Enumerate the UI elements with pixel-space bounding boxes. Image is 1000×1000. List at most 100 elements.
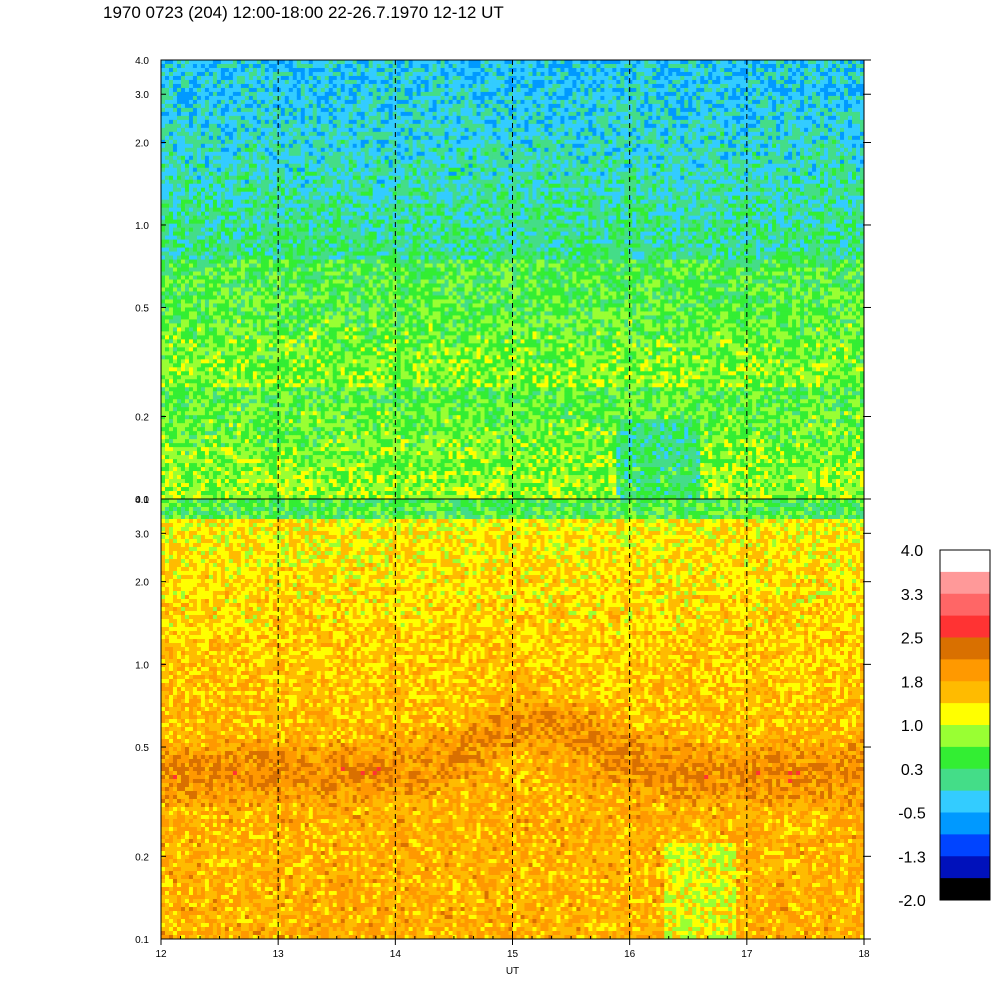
spectrogram-cell bbox=[288, 195, 294, 201]
spectrogram-cell bbox=[204, 311, 210, 317]
spectrogram-cell bbox=[252, 347, 258, 352]
spectrogram-cell bbox=[332, 267, 338, 273]
spectrogram-cell bbox=[304, 227, 310, 233]
spectrogram-cell bbox=[316, 155, 322, 161]
spectrogram-cell bbox=[228, 307, 234, 313]
spectrogram-cell bbox=[232, 103, 238, 109]
spectrogram-cell bbox=[212, 359, 218, 364]
spectrogram-cell bbox=[216, 167, 222, 173]
spectrogram-cell bbox=[296, 495, 302, 499]
spectrogram-cell bbox=[232, 351, 238, 356]
spectrogram-cell bbox=[288, 95, 294, 101]
spectrogram-cell bbox=[316, 235, 322, 241]
spectrogram-cell bbox=[264, 403, 270, 408]
spectrogram-cell bbox=[328, 147, 334, 153]
spectrogram-cell bbox=[320, 371, 326, 376]
spectrogram-cell bbox=[196, 331, 202, 336]
spectrogram-cell bbox=[240, 191, 246, 197]
spectrogram-cell bbox=[200, 455, 206, 460]
spectrogram-cell bbox=[336, 211, 342, 217]
spectrogram-cell bbox=[240, 471, 246, 476]
spectrogram-cell bbox=[308, 60, 314, 65]
spectrogram-cell bbox=[188, 251, 194, 257]
spectrogram-cell bbox=[264, 467, 270, 472]
spectrogram-cell bbox=[212, 175, 218, 181]
spectrogram-cell bbox=[260, 251, 266, 257]
spectrogram-cell bbox=[164, 99, 170, 105]
spectrogram-cell bbox=[216, 283, 222, 289]
spectrogram-cell bbox=[268, 183, 274, 189]
spectrogram-cell bbox=[264, 163, 270, 169]
spectrogram-cell bbox=[212, 491, 218, 496]
spectrogram-cell bbox=[164, 263, 170, 269]
spectrogram-cell bbox=[324, 359, 330, 364]
spectrogram-cell bbox=[272, 355, 278, 360]
spectrogram-cell bbox=[208, 171, 214, 177]
spectrogram-cell bbox=[324, 75, 330, 81]
spectrogram-cell bbox=[164, 343, 170, 348]
spectrogram-cell bbox=[172, 127, 178, 133]
spectrogram-cell bbox=[176, 479, 182, 484]
spectrogram-cell bbox=[208, 131, 214, 137]
spectrogram-cell bbox=[188, 167, 194, 173]
spectrogram-cell bbox=[312, 455, 318, 460]
spectrogram-cell bbox=[192, 287, 198, 293]
spectrogram-cell bbox=[328, 167, 334, 173]
spectrogram-cell bbox=[256, 459, 262, 464]
spectrogram-cell bbox=[196, 199, 202, 205]
spectrogram-cell bbox=[320, 415, 326, 420]
spectrogram-cell bbox=[224, 127, 230, 133]
spectrogram-cell bbox=[320, 483, 326, 488]
spectrogram-cell bbox=[300, 331, 306, 336]
spectrogram-cell bbox=[228, 151, 234, 157]
spectrogram-cell bbox=[212, 279, 218, 285]
spectrogram-cell bbox=[288, 435, 294, 440]
spectrogram-cell bbox=[161, 375, 166, 380]
spectrogram-cell bbox=[308, 163, 314, 169]
spectrogram-cell bbox=[224, 211, 230, 217]
spectrogram-cell bbox=[292, 219, 298, 225]
spectrogram-cell bbox=[288, 99, 294, 105]
spectrogram-cell bbox=[161, 60, 166, 65]
spectrogram-cell bbox=[292, 479, 298, 484]
spectrogram-cell bbox=[176, 427, 182, 432]
spectrogram-cell bbox=[328, 463, 334, 468]
spectrogram-cell bbox=[236, 107, 242, 113]
spectrogram-cell bbox=[268, 67, 274, 73]
spectrogram-cell bbox=[256, 219, 262, 225]
spectrogram-cell bbox=[240, 151, 246, 157]
spectrogram-cell bbox=[172, 131, 178, 137]
spectrogram-cell bbox=[232, 275, 238, 281]
spectrogram-cell bbox=[252, 391, 258, 396]
spectrogram-cell bbox=[336, 107, 342, 113]
spectrogram-cell bbox=[176, 463, 182, 468]
spectrogram-cell bbox=[288, 299, 294, 305]
spectrogram-cell bbox=[252, 187, 258, 193]
spectrogram-cell bbox=[304, 231, 310, 237]
spectrogram-cell bbox=[232, 187, 238, 193]
spectrogram-cell bbox=[328, 79, 334, 85]
spectrogram-cell bbox=[272, 467, 278, 472]
spectrogram-cell bbox=[324, 419, 330, 424]
spectrogram-cell bbox=[336, 295, 342, 301]
spectrogram-cell bbox=[192, 439, 198, 444]
spectrogram-cell bbox=[220, 467, 226, 472]
spectrogram-cell bbox=[184, 411, 190, 416]
spectrogram-cell bbox=[272, 279, 278, 285]
spectrogram-cell bbox=[280, 199, 286, 205]
spectrogram-cell bbox=[252, 115, 258, 121]
spectrogram-cell bbox=[264, 211, 270, 217]
spectrogram-cell bbox=[200, 95, 206, 101]
spectrogram-cell bbox=[304, 271, 310, 277]
spectrogram-cell bbox=[332, 403, 338, 408]
spectrogram-cell bbox=[304, 247, 310, 253]
spectrogram-cell bbox=[284, 487, 290, 492]
spectrogram-cell bbox=[264, 199, 270, 205]
spectrogram-cell bbox=[332, 75, 338, 81]
spectrogram-cell bbox=[332, 239, 338, 245]
spectrogram-cell bbox=[212, 483, 218, 488]
spectrogram-cell bbox=[220, 455, 226, 460]
spectrogram-cell bbox=[188, 75, 194, 81]
spectrogram-cell bbox=[288, 227, 294, 233]
spectrogram-cell bbox=[316, 291, 322, 297]
